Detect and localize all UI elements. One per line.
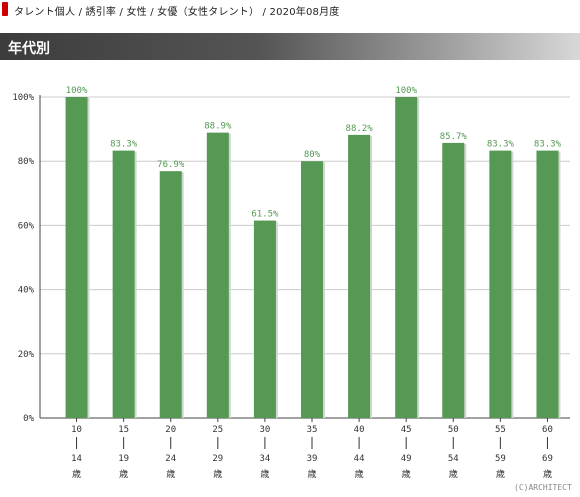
x-label-unit-10: 歳 xyxy=(543,468,552,480)
x-label-start-5: 35 xyxy=(307,425,318,435)
breadcrumb-marker-icon xyxy=(2,2,8,16)
x-label-unit-0: 歳 xyxy=(72,468,81,480)
y-tick-label-20: 20% xyxy=(18,350,35,360)
bar-value-label-6: 88.2% xyxy=(346,124,374,134)
x-label-unit-8: 歳 xyxy=(449,468,458,480)
bar-2 xyxy=(159,171,182,418)
bar-value-label-9: 83.3% xyxy=(487,140,515,150)
x-label-end-7: 49 xyxy=(401,454,412,464)
bar-5 xyxy=(301,161,323,418)
bar-10 xyxy=(536,150,559,418)
x-label-unit-7: 歳 xyxy=(402,468,411,480)
x-label-start-6: 40 xyxy=(354,425,365,435)
section-header: 年代別 xyxy=(0,33,580,60)
x-label-end-4: 34 xyxy=(259,454,270,464)
x-label-unit-2: 歳 xyxy=(166,468,175,480)
x-label-start-3: 25 xyxy=(212,425,223,435)
x-label-end-10: 69 xyxy=(542,454,553,464)
x-label-unit-9: 歳 xyxy=(496,468,505,480)
x-label-end-5: 39 xyxy=(307,454,318,464)
bar-6 xyxy=(348,134,371,419)
copyright: (C)ARCHITECT xyxy=(514,483,572,492)
bar-0 xyxy=(65,97,88,418)
x-label-end-9: 59 xyxy=(495,454,506,464)
x-label-end-8: 54 xyxy=(448,454,459,464)
x-label-end-2: 24 xyxy=(165,454,176,464)
bar-value-label-2: 76.9% xyxy=(157,160,185,170)
x-label-start-2: 20 xyxy=(165,425,176,435)
bar-7 xyxy=(395,97,418,418)
bar-value-label-10: 83.3% xyxy=(534,140,562,150)
bar-value-label-3: 88.9% xyxy=(204,122,232,132)
x-label-end-1: 19 xyxy=(118,454,129,464)
y-tick-label-40: 40% xyxy=(18,286,35,296)
bar-value-label-8: 85.7% xyxy=(440,132,468,142)
x-label-end-6: 44 xyxy=(354,454,365,464)
y-tick-label-0: 0% xyxy=(23,414,34,424)
x-label-start-4: 30 xyxy=(259,425,270,435)
x-label-unit-5: 歳 xyxy=(307,468,316,480)
x-label-start-7: 45 xyxy=(401,425,412,435)
bar-4 xyxy=(253,220,276,418)
bar-9 xyxy=(489,150,512,418)
x-label-start-8: 50 xyxy=(448,425,459,435)
x-label-unit-6: 歳 xyxy=(355,468,364,480)
x-label-start-9: 55 xyxy=(495,425,506,435)
breadcrumb: タレント個人 / 誘引率 / 女性 / 女優（女性タレント） / 2020年08… xyxy=(0,0,580,20)
x-label-unit-4: 歳 xyxy=(260,468,269,480)
x-label-end-3: 29 xyxy=(212,454,223,464)
x-label-unit-1: 歳 xyxy=(119,468,128,480)
x-label-unit-3: 歳 xyxy=(213,468,222,480)
y-tick-label-80: 80% xyxy=(18,157,35,167)
bar-value-label-5: 80% xyxy=(304,150,321,160)
x-label-start-10: 60 xyxy=(542,425,553,435)
bar-value-label-1: 83.3% xyxy=(110,140,138,150)
breadcrumb-text: タレント個人 / 誘引率 / 女性 / 女優（女性タレント） / 2020年08… xyxy=(14,7,340,18)
x-label-start-0: 10 xyxy=(71,425,82,435)
bar-8 xyxy=(442,142,465,418)
y-tick-label-100: 100% xyxy=(12,93,34,103)
x-label-end-0: 14 xyxy=(71,454,82,464)
bar-value-label-7: 100% xyxy=(395,86,417,96)
y-tick-label-60: 60% xyxy=(18,221,35,231)
section-title: 年代別 xyxy=(8,41,50,57)
bar-3 xyxy=(206,132,229,419)
bar-1 xyxy=(112,150,135,418)
bar-value-label-4: 61.5% xyxy=(251,210,279,220)
bar-value-label-0: 100% xyxy=(66,86,88,96)
x-label-start-1: 15 xyxy=(118,425,129,435)
